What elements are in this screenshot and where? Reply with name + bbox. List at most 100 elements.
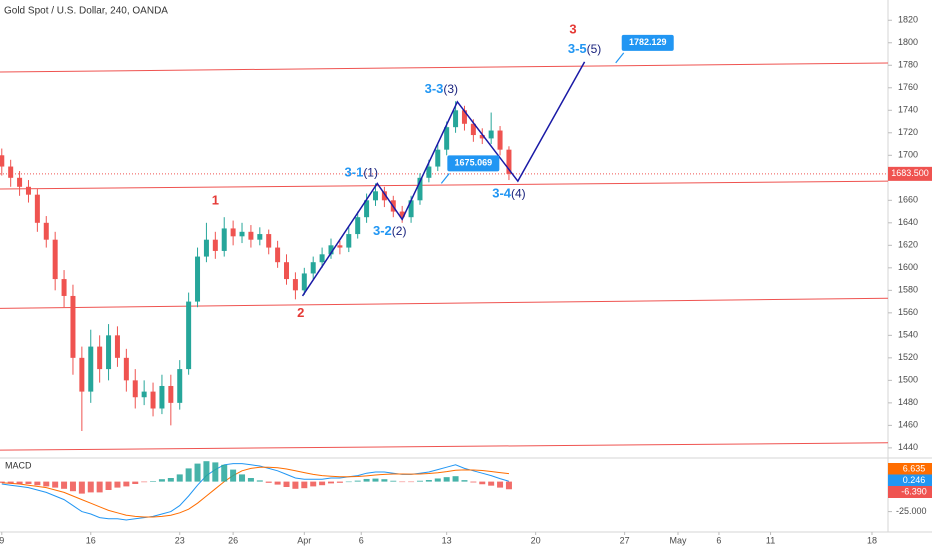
macd-histogram-bar [123, 481, 130, 487]
last-price-label: 1683.500 [891, 168, 929, 178]
candle-body [381, 191, 387, 201]
y-tick-label: 1620 [898, 240, 918, 250]
candle-body [150, 391, 156, 409]
macd-histogram-bar [274, 481, 281, 485]
candle-body [8, 166, 14, 178]
wave-label-main: 3 [569, 22, 576, 37]
macd-histogram-bar [470, 481, 477, 483]
macd-histogram-bar [505, 481, 512, 490]
candle-body [221, 228, 227, 251]
macd-histogram-bar [310, 481, 317, 487]
macd-histogram-bar [408, 481, 415, 483]
candle-body [239, 231, 245, 237]
wave-label-main: 3-2 [373, 223, 392, 238]
wave-label: 3-1(1) [345, 165, 378, 180]
macd-value-label: -6.390 [901, 486, 927, 496]
y-tick-label: 1780 [898, 60, 918, 70]
candle-body [61, 279, 67, 296]
candle-body [328, 245, 334, 255]
macd-histogram-bar [488, 481, 495, 486]
wave-label-sub: (4) [511, 187, 526, 201]
macd-histogram-bar [434, 478, 441, 482]
macd-histogram-bar [7, 481, 14, 484]
candle-body [106, 335, 112, 370]
macd-histogram-bar [354, 480, 361, 482]
macd-histogram-bar [497, 481, 504, 488]
macd-value-box [888, 463, 932, 475]
indicator-title: MACD [5, 460, 32, 470]
trend-line [0, 442, 889, 451]
x-tick-label: 23 [175, 535, 185, 545]
callout-pointer [440, 172, 450, 184]
wave-label-main: 2 [297, 305, 304, 320]
macd-histogram-bar [425, 480, 432, 482]
trend-line [0, 62, 889, 73]
candle-body [470, 123, 476, 136]
y-tick-label: 1800 [898, 37, 918, 47]
macd-histogram-bar [52, 481, 59, 488]
trend-line [0, 297, 889, 309]
macd-histogram-bar [479, 481, 486, 485]
macd-value-label: 6.635 [903, 463, 926, 473]
y-tick-label: 1700 [898, 150, 918, 160]
candle-body [168, 385, 174, 403]
candle-body [248, 231, 254, 240]
wave-label-sub: (2) [392, 224, 407, 238]
candle-body [444, 127, 450, 150]
candle-body [417, 177, 423, 201]
candle-body [488, 130, 494, 139]
macd-histogram-bar [132, 481, 139, 484]
macd-histogram-bar [452, 476, 459, 482]
macd-histogram-bar [247, 478, 254, 482]
wave-label-sub: (3) [443, 82, 458, 96]
y-tick-label: 1820 [898, 15, 918, 25]
wave-label-main: 3-1 [345, 165, 364, 180]
candle-body [203, 239, 209, 257]
x-tick-label: May [670, 535, 688, 545]
callout-label: 1782.129 [629, 37, 667, 47]
candle-body [97, 346, 103, 370]
macd-histogram-bar [158, 479, 165, 482]
candle-body [319, 254, 325, 263]
macd-histogram-bar [69, 481, 76, 492]
macd-line [1, 466, 510, 518]
y-tick-label: 1440 [898, 442, 918, 452]
y-tick-label: 1720 [898, 127, 918, 137]
callout-label: 1675.069 [455, 158, 493, 168]
macd-histogram-bar [105, 481, 112, 490]
macd-histogram-bar [399, 481, 406, 483]
candle-body [114, 335, 120, 358]
callout-box [621, 34, 674, 51]
y-tick-label: 1520 [898, 352, 918, 362]
y-tick-label: 1540 [898, 330, 918, 340]
y-tick-label: 1500 [898, 375, 918, 385]
macd-histogram-bar [372, 478, 379, 482]
y-tick-label: 1740 [898, 105, 918, 115]
y-tick-label: 1480 [898, 397, 918, 407]
candle-body [426, 166, 432, 178]
y-tick-label: 1560 [898, 307, 918, 317]
y-tick-label: 1580 [898, 285, 918, 295]
macd-value-box [888, 486, 932, 498]
chart-title: Gold Spot / U.S. Dollar, 240, OANDA [4, 6, 168, 17]
candle-body [43, 222, 49, 240]
macd-histogram-bar [283, 481, 290, 487]
y-tick-label: 1660 [898, 195, 918, 205]
trend-line [0, 180, 889, 190]
macd-histogram-bar [167, 478, 174, 482]
candle-body [141, 391, 147, 398]
macd-histogram-bar [390, 480, 397, 482]
macd-histogram-bar [292, 481, 299, 489]
candle-body [34, 194, 40, 223]
wave-label-sub: (1) [363, 165, 378, 179]
macd-histogram-bar [141, 481, 148, 483]
macd-histogram-bar [87, 481, 94, 493]
macd-histogram-bar [327, 481, 334, 484]
macd-histogram-bar [301, 481, 308, 489]
callout-pointer [615, 52, 625, 64]
macd-histogram-bar [43, 481, 50, 487]
candle-body [364, 200, 370, 218]
macd-histogram-bar [203, 461, 210, 482]
